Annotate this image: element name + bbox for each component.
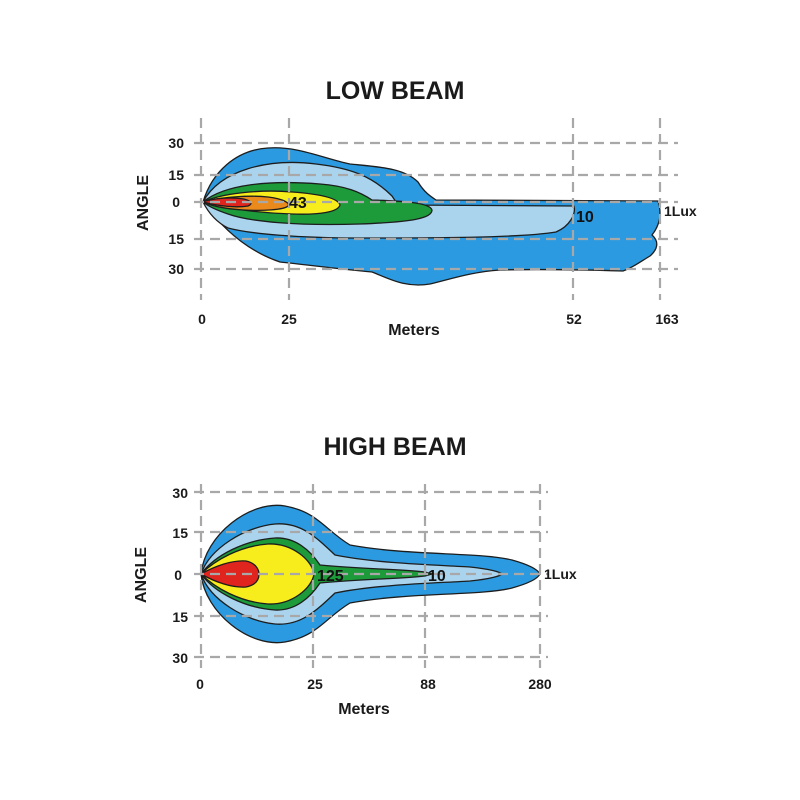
low-beam-title: LOW BEAM <box>326 77 465 105</box>
high-beam-ytick: 0 <box>174 567 182 583</box>
high-beam-ytick: 15 <box>172 525 188 541</box>
low-beam-xtick: 25 <box>281 311 297 327</box>
high-beam-xtick: 280 <box>528 676 552 692</box>
low-beam-label-1lux: 1Lux <box>664 203 697 219</box>
high-beam-xtick: 88 <box>420 676 436 692</box>
high-beam-ytick: 30 <box>172 485 188 501</box>
high-beam-xtick: 0 <box>196 676 204 692</box>
high-beam-label-1lux: 1Lux <box>544 566 577 582</box>
high-beam-label-125: 125 <box>317 568 344 585</box>
low-beam-ytick: 30 <box>168 135 184 151</box>
high-beam-grid <box>194 484 548 668</box>
high-beam-label-10: 10 <box>428 568 446 585</box>
low-beam-grid <box>194 118 678 300</box>
low-beam-panel: LOW BEAM 43 10 1Lux 30 15 0 15 30 <box>135 77 697 339</box>
high-beam-title: HIGH BEAM <box>323 433 466 461</box>
high-beam-xtick: 25 <box>307 676 323 692</box>
low-beam-xlabel: Meters <box>388 322 440 339</box>
low-beam-ytick: 15 <box>168 167 184 183</box>
low-beam-xtick: 0 <box>198 311 206 327</box>
low-beam-ytick: 0 <box>172 194 180 210</box>
high-beam-xlabel: Meters <box>338 701 390 718</box>
low-beam-label-10: 10 <box>576 209 594 226</box>
low-beam-ytick: 15 <box>168 231 184 247</box>
high-beam-ylabel: ANGLE <box>133 547 150 603</box>
low-beam-ylabel: ANGLE <box>135 175 152 231</box>
high-beam-ytick: 15 <box>172 609 188 625</box>
low-beam-ytick: 30 <box>168 261 184 277</box>
high-beam-ytick: 30 <box>172 650 188 666</box>
high-beam-panel: HIGH BEAM 125 10 1Lux 30 15 0 15 30 <box>133 433 577 718</box>
low-beam-xtick: 163 <box>655 311 679 327</box>
low-beam-label-43: 43 <box>289 195 307 212</box>
low-beam-xtick: 52 <box>566 311 582 327</box>
